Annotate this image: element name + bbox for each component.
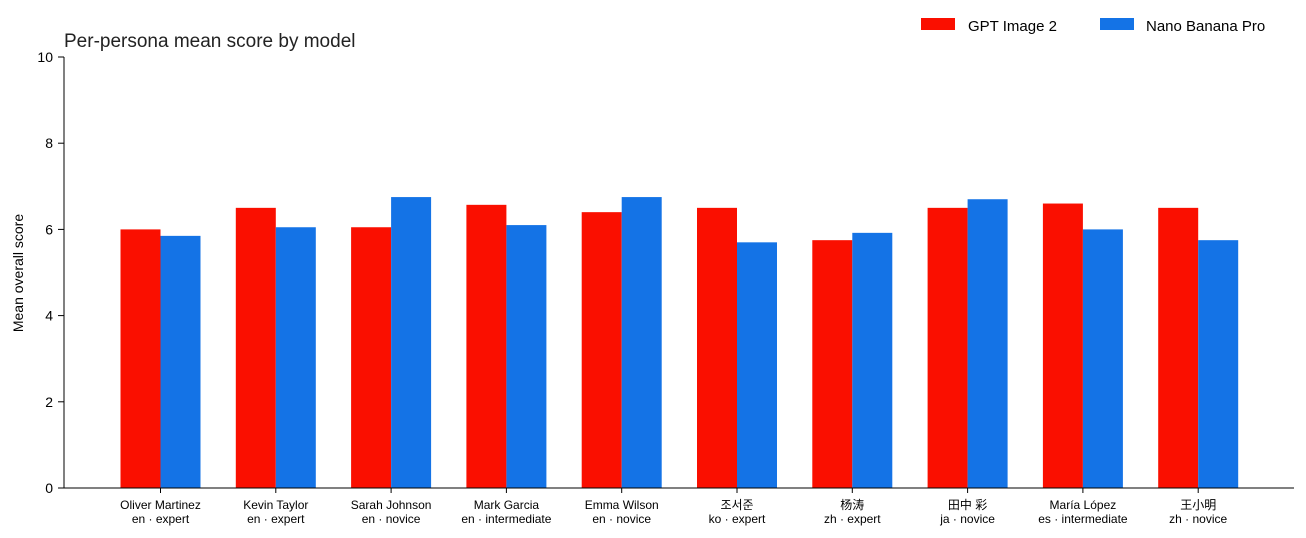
bar bbox=[967, 199, 1008, 489]
x-tick-sublabel: zh · expert bbox=[824, 512, 881, 526]
x-tick-sublabel: ko · expert bbox=[709, 512, 766, 526]
x-tick-label: María López bbox=[1050, 498, 1117, 512]
x-tick-sublabel: en · expert bbox=[132, 512, 190, 526]
chart-title: Per-persona mean score by model bbox=[64, 31, 355, 52]
x-tick-label: 王小明 bbox=[1180, 498, 1216, 512]
legend-label: Nano Banana Pro bbox=[1146, 18, 1265, 35]
bar bbox=[581, 212, 622, 488]
bars-group bbox=[120, 197, 1239, 489]
bar bbox=[466, 204, 507, 488]
x-tick-sublabel: ja · novice bbox=[939, 512, 995, 526]
y-tick-label: 4 bbox=[45, 308, 53, 324]
bar bbox=[1198, 240, 1239, 488]
x-tick-label: Sarah Johnson bbox=[351, 498, 432, 512]
y-tick-label: 6 bbox=[45, 221, 53, 237]
bar bbox=[621, 197, 662, 488]
x-tick-label: Kevin Taylor bbox=[243, 498, 308, 512]
bar bbox=[160, 235, 201, 488]
y-tick-label: 8 bbox=[45, 135, 53, 151]
bar bbox=[506, 225, 547, 488]
x-tick-label: 杨涛 bbox=[840, 497, 864, 512]
bar bbox=[812, 240, 853, 488]
bar bbox=[391, 197, 432, 488]
bar bbox=[351, 227, 392, 488]
bar bbox=[927, 207, 968, 488]
legend-swatch bbox=[921, 18, 955, 30]
bar bbox=[275, 227, 316, 488]
x-tick-label: 田中 彩 bbox=[948, 497, 987, 512]
y-axis: 0 2 4 6 8 10 bbox=[37, 49, 65, 496]
legend: GPT Image 2 Nano Banana Pro bbox=[921, 18, 1265, 35]
y-tick-label: 0 bbox=[45, 480, 53, 496]
bar bbox=[1158, 207, 1199, 488]
bar bbox=[235, 207, 276, 488]
x-tick-sublabel: en · expert bbox=[247, 512, 305, 526]
x-tick-label: Emma Wilson bbox=[585, 498, 659, 512]
y-tick-label: 10 bbox=[37, 49, 53, 65]
y-tick-label: 2 bbox=[45, 394, 53, 410]
y-axis-label: Mean overall score bbox=[10, 214, 26, 332]
x-tick-label: Mark Garcia bbox=[474, 498, 540, 512]
bar bbox=[852, 232, 893, 488]
x-tick-sublabel: en · novice bbox=[362, 512, 421, 526]
bar bbox=[697, 207, 737, 488]
bar bbox=[1042, 203, 1083, 489]
x-tick-sublabel: es · intermediate bbox=[1038, 512, 1128, 526]
bar bbox=[1082, 229, 1123, 488]
legend-label: GPT Image 2 bbox=[968, 18, 1057, 35]
legend-swatch bbox=[1100, 18, 1134, 30]
bar bbox=[737, 242, 777, 488]
x-tick-label: Oliver Martinez bbox=[120, 498, 201, 512]
bar bbox=[120, 229, 161, 488]
x-tick-sublabel: zh · novice bbox=[1169, 512, 1227, 526]
x-tick-sublabel: en · novice bbox=[592, 512, 651, 526]
x-tick-sublabel: en · intermediate bbox=[461, 512, 551, 526]
x-tick-label: 조서준 bbox=[720, 498, 753, 512]
